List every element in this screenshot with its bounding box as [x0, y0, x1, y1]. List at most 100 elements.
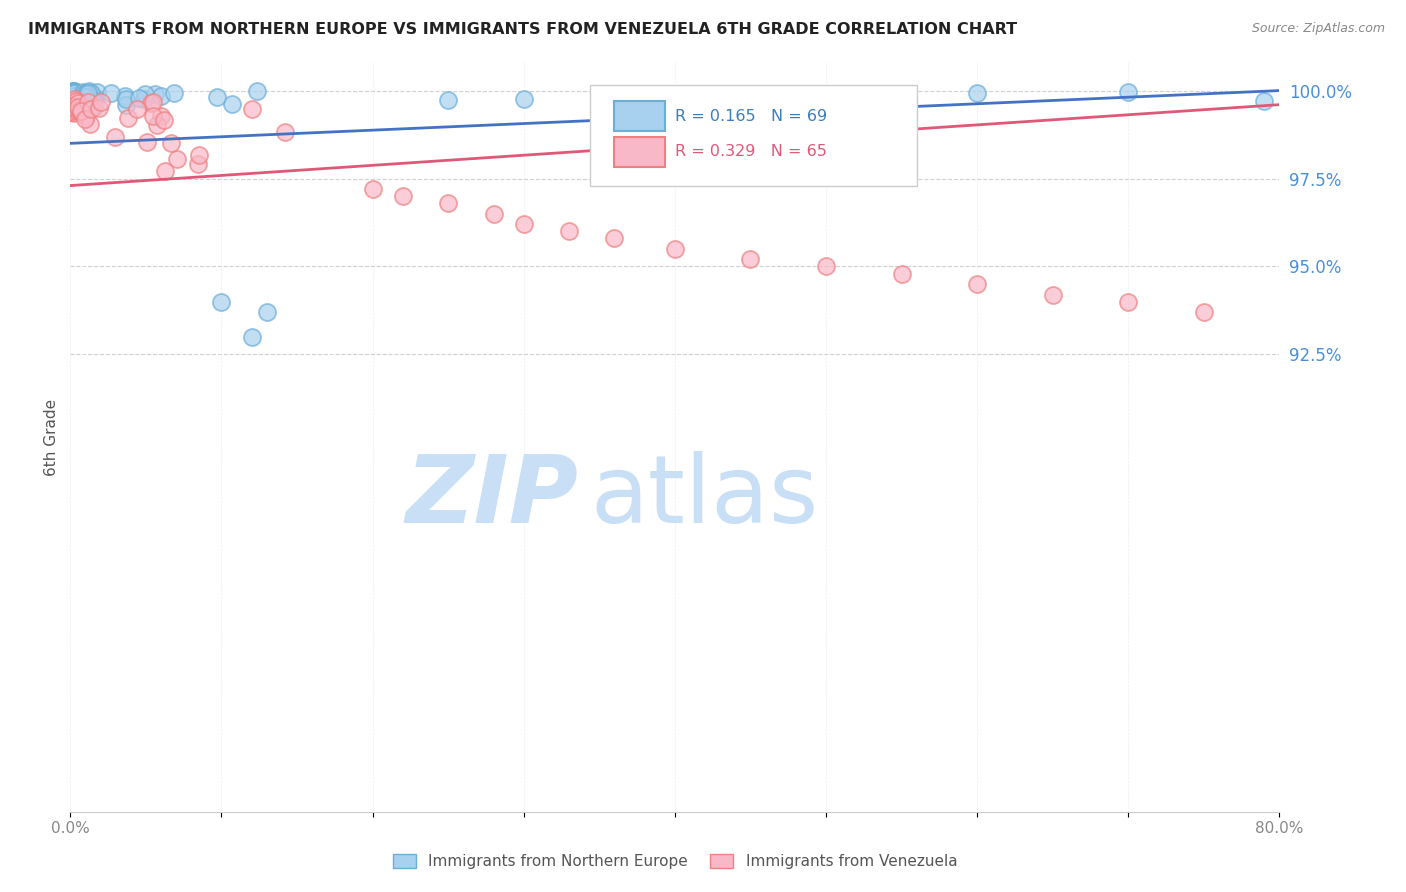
Text: atlas: atlas [591, 451, 818, 543]
Point [66, 94, 89, 108]
Point [62, 91, 84, 105]
Point [65, 89, 87, 103]
Point [65, 101, 87, 115]
FancyBboxPatch shape [591, 85, 917, 186]
Point [114, 89, 136, 103]
Point [66, 102, 89, 116]
Point [60, 86, 83, 100]
Point [63, 87, 86, 102]
Point [86, 85, 108, 99]
Point [391, 189, 415, 203]
Point [73, 87, 96, 101]
Point [153, 112, 176, 127]
Point [100, 86, 122, 100]
Point [115, 92, 138, 106]
Point [65, 87, 87, 101]
Point [63, 91, 86, 105]
Point [75, 112, 97, 126]
Point [603, 231, 626, 245]
Point [1253, 94, 1275, 108]
Point [60, 99, 83, 113]
Point [65, 102, 87, 116]
Point [558, 224, 581, 238]
Point [77, 93, 100, 107]
Point [67, 96, 90, 111]
Point [59, 104, 82, 119]
Point [246, 84, 269, 98]
Point [75, 109, 97, 123]
Point [63, 84, 86, 98]
Point [59, 93, 82, 107]
Point [664, 242, 686, 256]
Point [153, 164, 176, 178]
Point [76, 95, 98, 110]
Point [274, 125, 297, 139]
Point [66, 103, 89, 117]
Y-axis label: 6th Grade: 6th Grade [44, 399, 59, 475]
Point [482, 207, 505, 221]
Point [65, 89, 87, 103]
Point [149, 109, 172, 123]
Point [59, 88, 82, 103]
Point [75, 86, 97, 100]
Point [143, 87, 166, 102]
Point [187, 147, 209, 161]
Point [65, 92, 87, 106]
Point [82, 94, 104, 108]
Point [1042, 287, 1064, 301]
Point [65, 87, 87, 101]
Point [83, 100, 105, 114]
Point [66, 93, 89, 107]
Point [664, 93, 686, 107]
Point [72, 85, 94, 99]
Point [84, 91, 107, 105]
Point [80, 102, 103, 116]
Point [127, 102, 149, 116]
Point [588, 87, 610, 102]
Point [67, 100, 90, 114]
Point [159, 136, 181, 150]
Point [242, 102, 264, 116]
Point [128, 91, 150, 105]
Point [65, 103, 87, 118]
Point [815, 260, 838, 274]
Point [60, 84, 83, 98]
Point [966, 86, 988, 100]
Text: IMMIGRANTS FROM NORTHERN EUROPE VS IMMIGRANTS FROM VENEZUELA 6TH GRADE CORRELATI: IMMIGRANTS FROM NORTHERN EUROPE VS IMMIG… [28, 22, 1018, 37]
Point [59, 99, 82, 113]
Point [62, 85, 84, 99]
Point [65, 94, 87, 108]
Point [75, 87, 97, 102]
Point [162, 86, 184, 100]
Point [70, 104, 93, 119]
Point [63, 86, 86, 100]
Point [62, 89, 84, 103]
Point [63, 106, 86, 120]
Point [60, 99, 83, 113]
Point [60, 87, 83, 101]
Legend: Immigrants from Northern Europe, Immigrants from Venezuela: Immigrants from Northern Europe, Immigra… [387, 847, 963, 875]
Point [65, 88, 87, 103]
Point [115, 97, 138, 112]
Point [815, 88, 838, 103]
Point [79, 117, 101, 131]
Point [63, 86, 86, 100]
Text: R = 0.165   N = 69: R = 0.165 N = 69 [675, 109, 827, 124]
Point [136, 135, 159, 149]
Point [240, 330, 263, 344]
Point [59, 90, 82, 104]
Text: Source: ZipAtlas.com: Source: ZipAtlas.com [1251, 22, 1385, 36]
Point [67, 103, 90, 117]
Point [63, 102, 86, 116]
Point [211, 294, 233, 309]
Point [142, 110, 165, 124]
Point [513, 92, 536, 106]
Point [740, 252, 762, 267]
Point [1116, 294, 1139, 309]
FancyBboxPatch shape [614, 136, 665, 167]
Point [90, 95, 112, 110]
Point [59, 92, 82, 106]
Point [117, 112, 139, 126]
Point [1192, 305, 1215, 319]
Text: R = 0.329   N = 65: R = 0.329 N = 65 [675, 145, 827, 159]
